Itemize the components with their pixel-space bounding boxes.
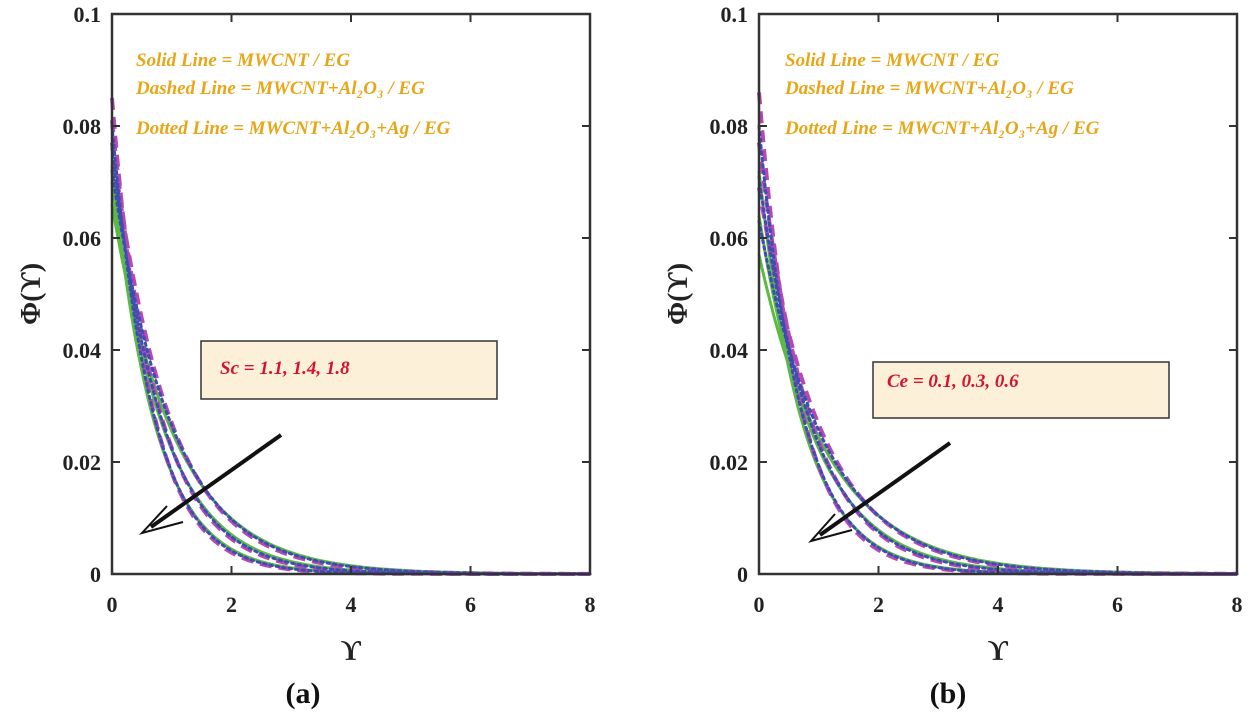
panel-b-legend-dashed: Dashed Line = MWCNT+Al₂O₃ / EG [784, 78, 1074, 99]
panel-b-xtick-3: 6 [1112, 592, 1123, 617]
panel-a-ytick-3: 0.06 [63, 226, 102, 251]
panel-b-xtick-2: 4 [993, 592, 1004, 617]
panel-b-ytick-5: 0.1 [721, 2, 749, 27]
panel-a-annotation-box [200, 340, 498, 400]
panel-b-trend-arrow [808, 441, 952, 543]
panel-b-ytick-2: 0.04 [710, 338, 749, 363]
panel-a-tick-marks [111, 13, 591, 575]
panel-a-annotation-text: Sc = 1.1, 1.4, 1.8 [220, 358, 350, 379]
panel-a-caption: (a) [286, 677, 321, 710]
panel-a-legend-dotted: Dotted Line = MWCNT+Al₂O₃+Ag / EG [135, 118, 451, 139]
panel-b: 0 0.02 0.04 0.06 0.08 0.1 0 2 4 6 8 ϒ Φ(… [663, 2, 1243, 710]
panel-a-xtick-1: 2 [226, 592, 237, 617]
panel-b-legend-solid: Solid Line = MWCNT / EG [785, 50, 999, 71]
panel-a-xtick-0: 0 [107, 592, 118, 617]
panel-a-xtick-4: 8 [585, 592, 596, 617]
panel-b-tick-marks [758, 13, 1238, 575]
panel-b-annotation-box [872, 361, 1170, 419]
panel-a-ytick-5: 0.1 [74, 2, 102, 27]
panel-a-legend-solid: Solid Line = MWCNT / EG [136, 50, 350, 71]
panel-b-ylabel: Φ(ϒ) [663, 263, 694, 325]
panel-b-ytick-1: 0.02 [710, 450, 749, 475]
panel-a-xtick-3: 6 [465, 592, 476, 617]
panel-b-xtick-1: 2 [873, 592, 884, 617]
panel-b-ytick-4: 0.08 [710, 114, 749, 139]
panel-b-ytick-3: 0.06 [710, 226, 749, 251]
panel-a-ytick-2: 0.04 [63, 338, 102, 363]
panel-a-xlabel: ϒ [341, 636, 362, 667]
panel-a-ylabel: Φ(ϒ) [16, 263, 47, 325]
panel-b-arrow-shaft [818, 441, 952, 537]
panel-a-ytick-4: 0.08 [63, 114, 102, 139]
panel-b-caption: (b) [930, 677, 967, 710]
panel-a-xtick-2: 4 [346, 592, 357, 617]
panel-b-xtick-4: 8 [1232, 592, 1243, 617]
panel-a-trend-arrow [138, 433, 283, 535]
panel-a: 0 0.02 0.04 0.06 0.08 0.1 0 2 4 6 8 ϒ Φ(… [16, 2, 596, 710]
panel-b-arrow-head [808, 513, 853, 543]
panel-a-arrow-shaft [149, 433, 283, 529]
panel-a-ytick-0: 0 [90, 562, 101, 587]
panel-b-xtick-0: 0 [754, 592, 765, 617]
panel-a-legend-dashed: Dashed Line = MWCNT+Al₂O₃ / EG [135, 78, 425, 99]
panel-b-ytick-0: 0 [737, 562, 748, 587]
panel-b-xlabel: ϒ [988, 636, 1009, 667]
panel-a-arrow-head [138, 505, 184, 535]
panel-b-legend-dotted: Dotted Line = MWCNT+Al₂O₃+Ag / EG [784, 118, 1100, 139]
panel-a-ytick-1: 0.02 [63, 450, 102, 475]
panel-b-annotation-text: Ce = 0.1, 0.3, 0.6 [887, 371, 1019, 392]
